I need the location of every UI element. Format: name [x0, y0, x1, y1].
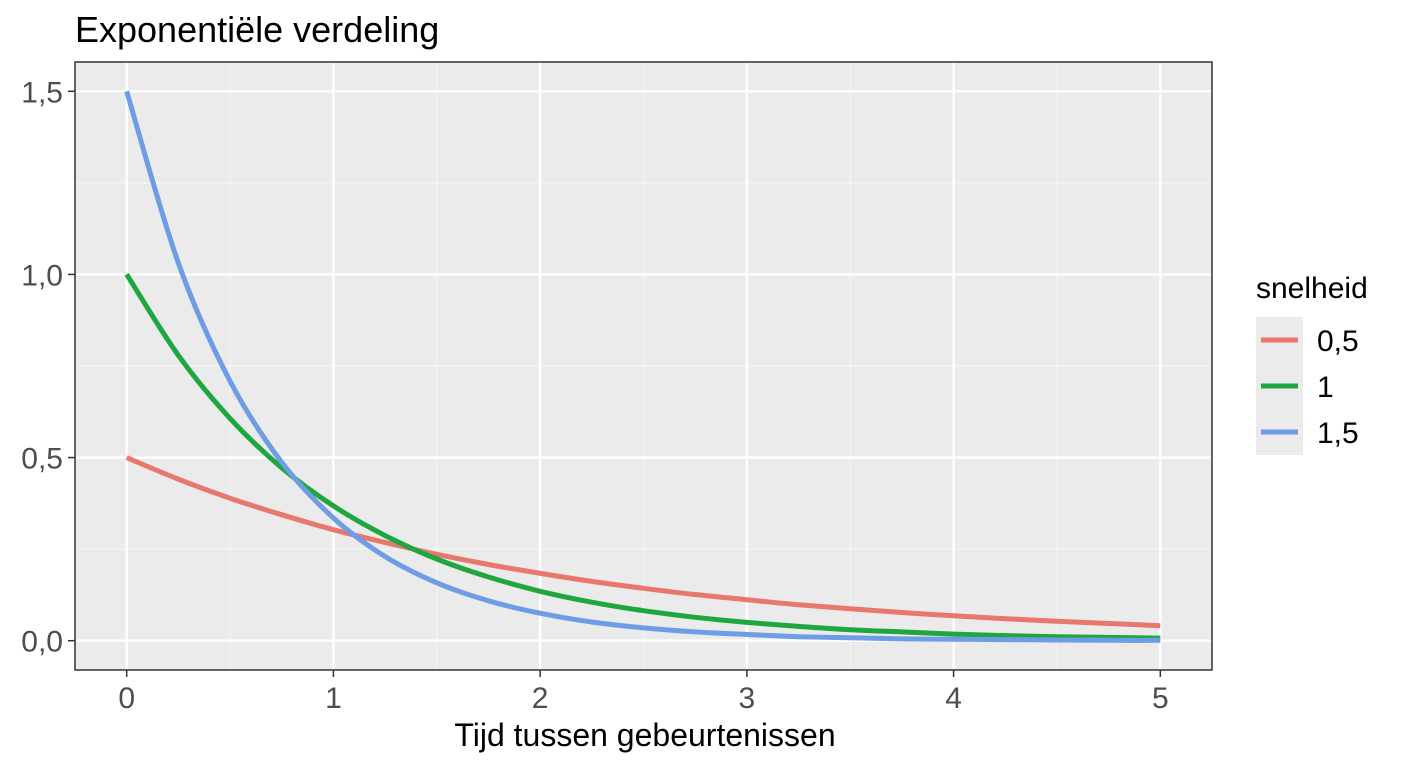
major-gridlines	[76, 63, 1211, 669]
series-lines	[124, 90, 1161, 643]
series-line-1	[124, 273, 1161, 641]
x-tick-label: 4	[945, 682, 962, 715]
x-tick-label: 1	[325, 682, 342, 715]
y-axis: 0,0 0,5 1,0 1,5	[21, 76, 75, 659]
legend-title: snelheid	[1256, 272, 1368, 305]
legend-label: 1	[1317, 371, 1334, 404]
x-axis-title: Tijd tussen gebeurtenissen	[454, 717, 835, 753]
y-tick-label: 0,0	[21, 626, 63, 659]
legend: snelheid 0,5 1 1,5	[1256, 272, 1368, 455]
x-tick-label: 3	[739, 682, 756, 715]
minor-gridlines	[76, 63, 1211, 669]
series-line-0-5	[125, 455, 1161, 629]
legend-label: 0,5	[1317, 325, 1359, 358]
legend-label: 1,5	[1317, 417, 1359, 450]
series-line-1-5	[124, 90, 1161, 643]
x-tick-label: 5	[1152, 682, 1169, 715]
y-tick-label: 1,0	[21, 259, 63, 292]
y-tick-label: 0,5	[21, 443, 63, 476]
x-tick-label: 2	[532, 682, 549, 715]
x-axis: 0 1 2 3 4 5	[118, 670, 1169, 715]
x-tick-label: 0	[118, 682, 135, 715]
chart-title: Exponentiële verdeling	[75, 9, 439, 50]
y-tick-label: 1,5	[21, 76, 63, 109]
